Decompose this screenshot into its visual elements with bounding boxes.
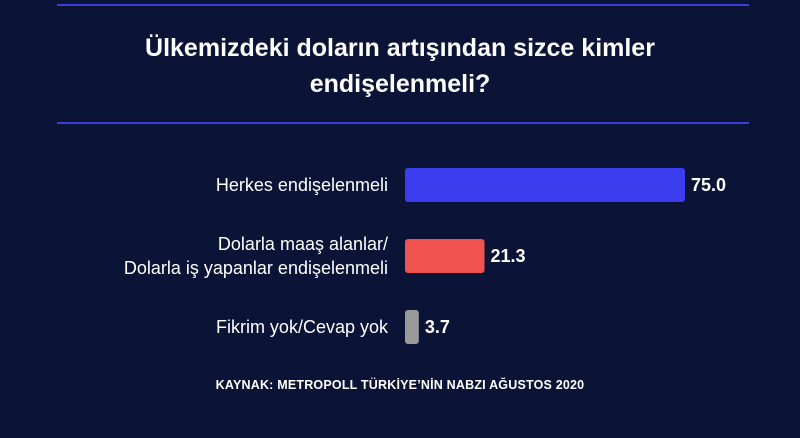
- title-divider: [57, 122, 749, 124]
- bar-2: [405, 239, 485, 273]
- value-label-1: 75.0: [691, 175, 726, 195]
- value-label-3: 3.7: [425, 317, 450, 337]
- category-label-2-2: Dolarla iş yapanlar endişelenmeli: [124, 258, 388, 278]
- category-label-1-1: Herkes endişelenmeli: [216, 175, 388, 195]
- category-label-2-1: Dolarla maaş alanlar/: [218, 234, 388, 254]
- category-label-3-1: Fikrim yok/Cevap yok: [216, 317, 389, 337]
- chart-title-line-1: Ülkemizdeki doların artışından sizce kim…: [145, 34, 655, 62]
- chart-title: Ülkemizdeki doların artışından sizce kim…: [0, 30, 800, 102]
- top-divider: [57, 4, 749, 6]
- source-note: KAYNAK: METROPOLL TÜRKİYE’NİN NABZI AĞUS…: [215, 378, 585, 392]
- chart-title-line-2: endişelenmeli?: [309, 70, 491, 98]
- value-label-2: 21.3: [491, 246, 526, 266]
- bar-3: [405, 310, 419, 344]
- bar-1: [405, 168, 685, 202]
